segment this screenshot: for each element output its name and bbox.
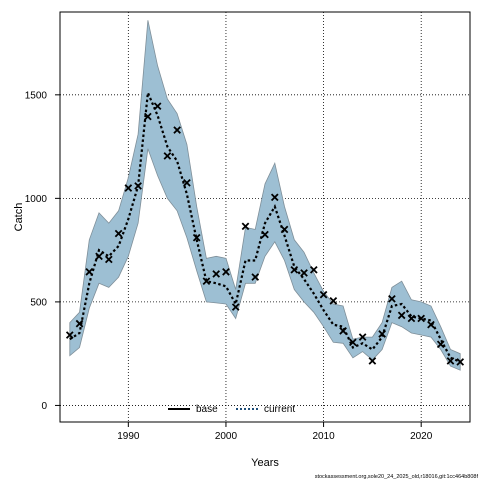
observed-point — [212, 270, 221, 278]
observed-point — [163, 152, 172, 160]
observed-point — [358, 333, 367, 341]
observed-point — [114, 229, 123, 238]
observed-point — [407, 314, 416, 323]
observed-point — [456, 358, 465, 366]
observed-point — [339, 327, 347, 335]
observed-point — [75, 319, 84, 328]
observed-point — [290, 265, 299, 274]
observed-point — [436, 340, 445, 349]
x-tick-label: 1990 — [117, 431, 140, 442]
y-tick-label: 500 — [30, 297, 47, 308]
y-axis-title: Catch — [13, 203, 25, 232]
observed-point — [104, 255, 113, 264]
x-tick-label: 2020 — [410, 431, 433, 442]
series-lines — [69, 88, 461, 363]
observed-point — [231, 303, 240, 311]
series-line-current — [69, 88, 461, 363]
legend: base current — [168, 404, 295, 415]
confidence-band-area — [69, 20, 461, 371]
x-tick-label: 2000 — [215, 431, 238, 442]
legend-current-label: current — [264, 404, 295, 415]
observed-point — [95, 252, 103, 261]
observed-point — [261, 230, 269, 239]
observed-point — [124, 184, 133, 192]
observed-point — [368, 357, 377, 365]
legend-base-label: base — [196, 404, 218, 415]
observed-point — [173, 126, 181, 134]
observed-point — [192, 233, 201, 242]
y-tick-label: 0 — [41, 401, 47, 412]
observed-point — [241, 222, 250, 231]
observed-point — [202, 277, 211, 286]
observed-point — [280, 225, 289, 234]
observed-point — [251, 273, 260, 281]
observed-point — [397, 311, 406, 320]
observed-point — [417, 314, 426, 323]
observed-point — [153, 102, 162, 111]
observed-point — [446, 357, 455, 365]
observed-point — [427, 320, 435, 329]
y-tick-label: 1500 — [25, 90, 48, 101]
y-tick-label: 1000 — [25, 194, 48, 205]
x-tick-label: 2010 — [312, 431, 335, 442]
observed-point — [329, 297, 338, 305]
observed-point — [85, 268, 94, 276]
observed-point — [300, 269, 308, 277]
y-axis: 0 500 1000 1500 — [25, 90, 60, 412]
plot-frame — [59, 11, 471, 423]
observed-point — [388, 294, 396, 303]
x-axis: 1990 2000 2010 2020 — [117, 422, 433, 442]
observed-point — [319, 290, 328, 299]
observed-point — [183, 178, 191, 187]
observed-point — [134, 182, 142, 190]
observed-markers — [65, 102, 465, 366]
observed-point — [270, 193, 279, 202]
observed-point — [222, 268, 230, 276]
confidence-band — [69, 20, 461, 371]
x-axis-title: Years — [251, 457, 279, 469]
observed-point — [144, 112, 152, 121]
observed-point — [309, 265, 318, 274]
observed-point — [378, 330, 386, 338]
observed-point — [349, 338, 357, 347]
observed-point — [65, 331, 74, 339]
footer-source-text: stockassessment.org,sole20_24_2025_old,r… — [315, 474, 479, 480]
